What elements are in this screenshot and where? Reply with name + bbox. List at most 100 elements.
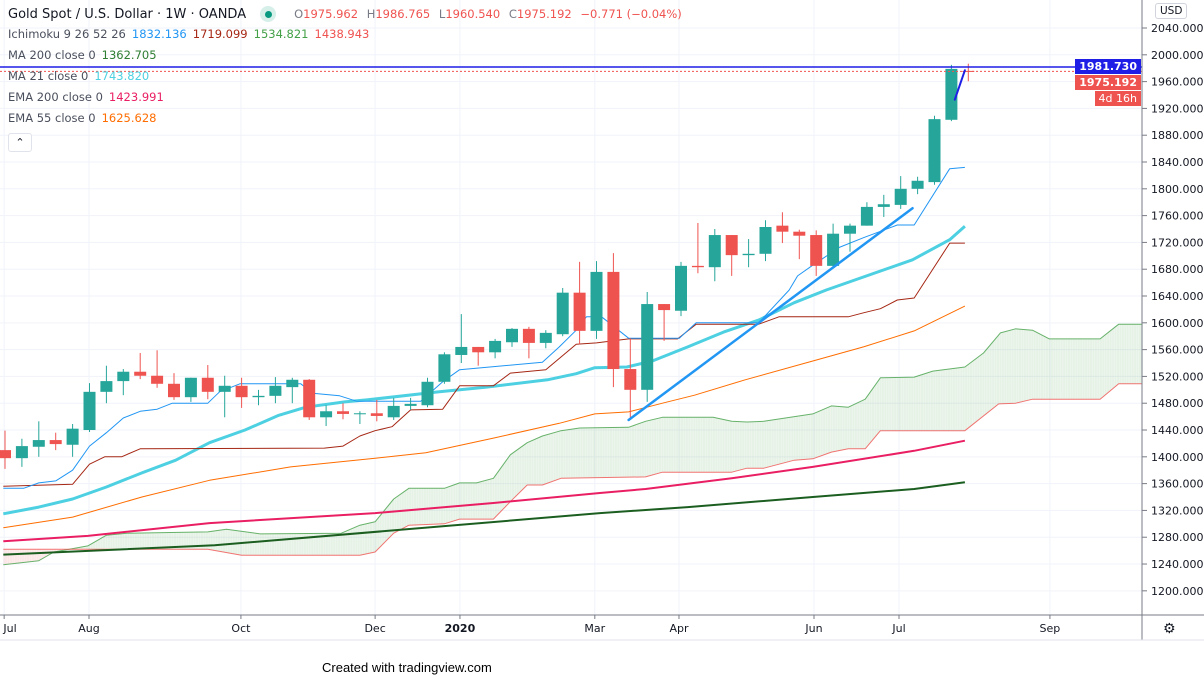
cloud-segment <box>697 417 700 473</box>
indicator-legend-row[interactable]: MA 21 close 0 1743.820 <box>8 69 149 83</box>
cloud-segment <box>549 433 552 483</box>
cloud-segment <box>706 417 709 473</box>
cloud-segment <box>441 488 444 524</box>
cloud-segment <box>1128 324 1131 384</box>
cloud-segment <box>141 532 144 550</box>
cloud-segment <box>334 533 337 556</box>
candle-body <box>134 371 147 376</box>
cloud-segment <box>792 416 795 461</box>
cloud-segment <box>422 488 425 525</box>
indicator-legend-row[interactable]: MA 200 close 0 1362.705 <box>8 48 157 62</box>
y-tick-label: 1640.000 <box>1151 290 1204 303</box>
cloud-segment <box>1013 328 1016 404</box>
cloud-segment <box>1111 328 1114 390</box>
cloud-segment <box>915 375 918 431</box>
candle-body <box>303 379 316 418</box>
y-tick-label: 2000.000 <box>1151 49 1204 62</box>
cloud-segment <box>893 377 896 431</box>
candle-body <box>607 271 620 370</box>
cloud-segment <box>623 427 626 478</box>
cloud-segment <box>136 533 139 550</box>
candle-body <box>641 304 654 390</box>
cloud-segment <box>741 421 744 470</box>
collapse-legend-button[interactable]: ⌃ <box>8 133 32 152</box>
symbol-title[interactable]: Gold Spot / U.S. Dollar · 1W · OANDA <box>8 6 247 22</box>
cloud-segment <box>1003 331 1006 404</box>
cloud-segment <box>370 522 373 554</box>
ichimoku-leading-span-a-line <box>3 323 1143 566</box>
cloud-segment <box>124 533 127 550</box>
cloud-segment <box>608 427 611 478</box>
candle-body <box>860 206 873 226</box>
gear-icon[interactable]: ⚙ <box>1163 621 1176 637</box>
cloud-segment <box>691 417 694 473</box>
cloud-segment <box>682 417 685 473</box>
cloud-segment <box>730 420 732 473</box>
cloud-segment <box>1138 324 1141 384</box>
cloud-segment <box>346 530 349 556</box>
cloud-segment <box>939 369 942 431</box>
cloud-segment <box>572 428 575 479</box>
cloud-segment <box>341 532 344 556</box>
cloud-segment <box>850 405 852 449</box>
cloud-segment <box>836 406 839 452</box>
ichimoku-cloud <box>3 324 1143 565</box>
cloud-segment <box>870 389 873 443</box>
cloud-segment <box>488 479 491 520</box>
candle-body <box>455 346 468 355</box>
cloud-segment <box>25 549 28 563</box>
candle-up <box>100 365 113 404</box>
candle-body <box>100 381 113 392</box>
cloud-segment <box>540 436 543 485</box>
cloud-segment <box>1088 338 1091 400</box>
currency-button[interactable]: USD <box>1155 3 1188 19</box>
cloud-segment <box>1024 329 1027 402</box>
indicator-value: 1438.943 <box>314 27 370 41</box>
indicator-legend-row[interactable]: Ichimoku 9 26 52 26 1832.136 1719.099 1534.… <box>8 27 369 41</box>
indicator-legend-row[interactable]: EMA 200 close 0 1423.991 <box>8 90 164 104</box>
cloud-segment <box>866 394 869 447</box>
cloud-segment <box>757 421 760 469</box>
cloud-segment <box>89 543 92 550</box>
cloud-segment <box>135 533 138 550</box>
y-tick-label: 1960.000 <box>1151 76 1204 89</box>
cloud-segment <box>23 549 26 563</box>
indicator-legend-row[interactable]: EMA 55 close 0 1625.628 <box>8 111 156 125</box>
cloud-segment <box>447 486 450 523</box>
cloud-segment <box>1083 338 1086 400</box>
cloud-segment <box>537 437 540 485</box>
cloud-segment <box>557 431 560 480</box>
cloud-segment <box>642 421 645 477</box>
candle-body <box>421 381 434 406</box>
cloud-segment <box>165 532 168 550</box>
cloud-segment <box>868 392 871 445</box>
cloud-segment <box>42 549 45 559</box>
cloud-segment <box>184 532 187 550</box>
cloud-segment <box>684 417 687 473</box>
cloud-segment <box>427 488 430 525</box>
cloud-segment <box>1089 338 1092 400</box>
x-tick-label: Jul <box>2 622 16 635</box>
cloud-segment <box>1098 338 1101 400</box>
ema-200-line <box>3 439 966 543</box>
cloud-segment <box>1042 335 1045 400</box>
candle-up <box>32 421 45 457</box>
candle-body <box>337 411 349 414</box>
candle-body <box>218 385 231 392</box>
candle-up <box>675 261 687 317</box>
cloud-segment <box>855 403 858 449</box>
cloud-segment <box>645 420 648 477</box>
cloud-segment <box>912 377 915 431</box>
cloud-segment <box>696 417 699 473</box>
candle-body <box>556 292 569 335</box>
cloud-segment <box>897 377 900 431</box>
cloud-segment <box>787 417 790 462</box>
cloud-segment <box>626 427 629 478</box>
cloud-segment <box>724 419 727 473</box>
price-chart[interactable]: 2040.000 2000.000 1960.000 1920.000 1880.000… <box>0 0 1204 641</box>
cloud-segment <box>582 427 585 478</box>
cloud-segment <box>1017 328 1020 403</box>
cloud-segment <box>569 429 572 479</box>
candle-up <box>252 389 265 406</box>
cloud-segment <box>444 487 447 524</box>
